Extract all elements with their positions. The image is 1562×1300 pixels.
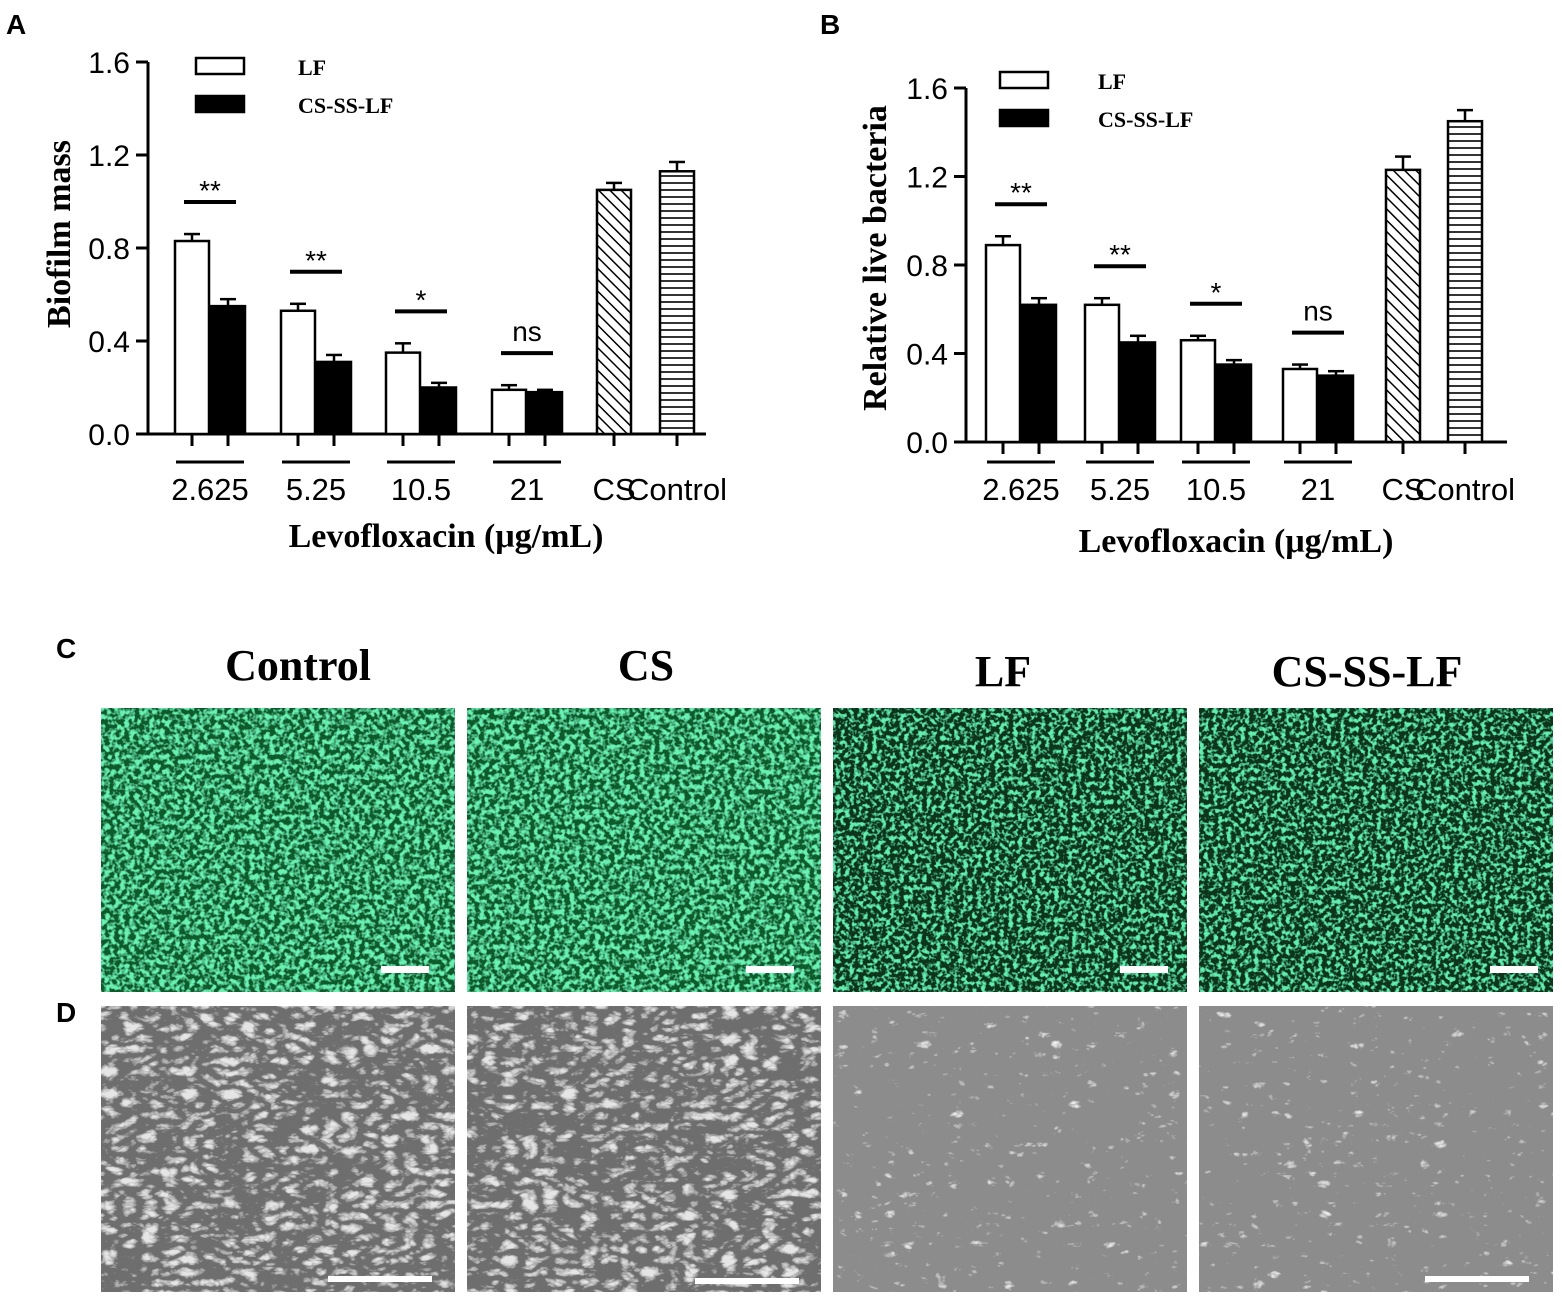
bar — [658, 170, 696, 436]
bar — [595, 188, 633, 436]
legend-label: CS-SS-LF — [298, 93, 393, 118]
y-tick-label: 0.0 — [88, 419, 130, 452]
significance-label: ns — [1303, 296, 1333, 327]
x-tick-label: CS — [592, 472, 635, 507]
significance-label: ** — [199, 175, 221, 206]
legend-swatch — [998, 70, 1050, 90]
sem-images — [101, 1006, 1553, 1292]
legend-label: LF — [1098, 69, 1126, 94]
image-titles: Control CS LF CS-SS-LF — [225, 641, 1462, 696]
bar — [315, 360, 353, 436]
x-axis-title: Levofloxacin (μg/mL) — [1079, 523, 1394, 560]
image-title-cs-ss-lf: CS-SS-LF — [1272, 647, 1463, 696]
scale-bar — [328, 1276, 432, 1282]
biofilm-mass-chart: 0.0 0.4 0.8 1.2 1.6 Biofilm mass Levofloxacin … — [41, 47, 727, 555]
legend-swatch — [194, 56, 246, 76]
fluorescence-images — [101, 708, 1553, 992]
scale-bar — [1490, 966, 1538, 973]
x-tick-label: 5.25 — [286, 472, 346, 507]
y-tick-label: 1.6 — [906, 73, 948, 106]
panel-label-d: D — [56, 997, 76, 1028]
y-tick-label: 0.4 — [88, 326, 130, 359]
legend-swatch — [194, 94, 246, 114]
fluorescence-image-lf — [833, 708, 1187, 992]
bar — [1215, 363, 1253, 444]
y-tick-label: 0.8 — [906, 250, 948, 283]
bar — [1317, 374, 1355, 444]
y-tick-label: 1.6 — [88, 47, 130, 80]
x-tick-label: CS — [1381, 472, 1424, 507]
bar — [209, 304, 247, 436]
scale-bar — [381, 966, 429, 973]
panel-label-c: C — [56, 633, 76, 664]
fluorescence-image-cs — [467, 708, 821, 992]
x-tick-label: 2.625 — [171, 472, 249, 507]
legend-swatch — [998, 108, 1050, 128]
sem-image-cs — [467, 1006, 821, 1292]
x-tick-label: 2.625 — [982, 472, 1060, 507]
bar — [384, 351, 422, 436]
bar — [1083, 303, 1121, 444]
significance-label: * — [1211, 277, 1222, 308]
x-axis-title: Levofloxacin (μg/mL) — [289, 518, 604, 555]
x-tick-label: 21 — [1301, 472, 1335, 507]
live-bacteria-chart: 0.0 0.4 0.8 1.2 1.6 Relative live bacteria Lev… — [857, 69, 1515, 560]
panel-label-b: B — [820, 9, 840, 40]
bar — [279, 309, 317, 436]
x-tick-label: Control — [1415, 472, 1515, 507]
x-tick-label: 10.5 — [391, 472, 451, 507]
x-tick-label: 21 — [510, 472, 544, 507]
bar — [1020, 303, 1058, 444]
x-tick-label: Control — [627, 472, 727, 507]
image-title-cs: CS — [618, 641, 674, 690]
legend-label: CS-SS-LF — [1098, 107, 1193, 132]
bar — [984, 243, 1022, 444]
y-tick-label: 0.0 — [906, 427, 948, 460]
x-tick-label: 10.5 — [1186, 472, 1246, 507]
y-axis-title: Biofilm mass — [41, 140, 78, 328]
fluorescence-image-cs-ss-lf — [1199, 708, 1553, 992]
x-tick-label: 5.25 — [1090, 472, 1150, 507]
legend-label: LF — [298, 55, 326, 80]
bar — [1446, 119, 1484, 444]
scale-bar — [1425, 1276, 1529, 1282]
sem-image-lf — [833, 1006, 1187, 1292]
scale-bar — [746, 966, 794, 973]
bar — [420, 386, 458, 436]
bar — [1384, 168, 1422, 444]
significance-label: ** — [1010, 177, 1032, 208]
bar — [1119, 341, 1157, 444]
panel-label-a: A — [6, 9, 26, 40]
fluorescence-image-control — [101, 708, 455, 992]
image-title-control: Control — [225, 641, 371, 690]
significance-label: ns — [512, 316, 542, 347]
image-title-lf: LF — [975, 647, 1031, 696]
sem-image-cs-ss-lf — [1199, 1006, 1553, 1292]
y-tick-label: 1.2 — [906, 162, 948, 195]
y-axis-title: Relative live bacteria — [857, 105, 894, 411]
bar — [526, 390, 564, 436]
bar — [1281, 367, 1319, 444]
y-tick-label: 1.2 — [88, 140, 130, 173]
sem-image-control — [101, 1006, 455, 1292]
y-tick-label: 0.8 — [88, 233, 130, 266]
bar — [1179, 338, 1217, 444]
scale-bar — [695, 1278, 799, 1284]
scale-bar — [1120, 966, 1168, 973]
significance-label: * — [416, 284, 427, 315]
significance-label: ** — [1109, 239, 1131, 270]
bar — [490, 388, 528, 436]
bar — [173, 239, 211, 436]
significance-label: ** — [305, 245, 327, 276]
y-tick-label: 0.4 — [906, 339, 948, 372]
